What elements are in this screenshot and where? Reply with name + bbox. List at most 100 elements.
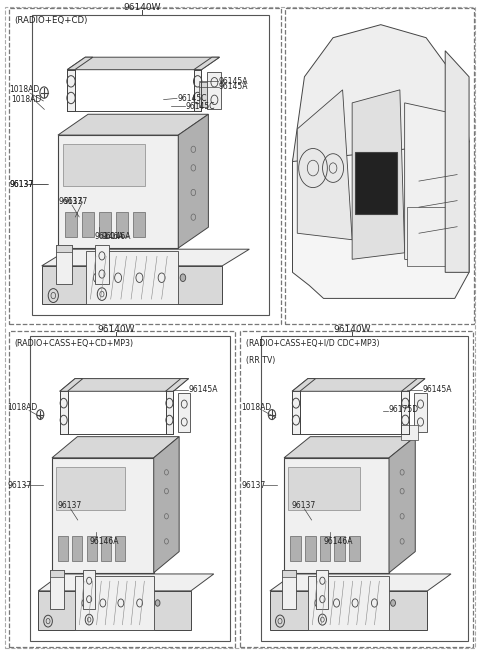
- Polygon shape: [401, 391, 409, 434]
- Polygon shape: [270, 574, 451, 591]
- Bar: [282, 570, 296, 577]
- Polygon shape: [284, 437, 415, 458]
- Text: 1018AD: 1018AD: [11, 95, 41, 104]
- Polygon shape: [166, 391, 173, 434]
- Polygon shape: [67, 69, 75, 111]
- Polygon shape: [38, 591, 191, 630]
- Circle shape: [180, 274, 186, 282]
- Bar: [56, 467, 125, 510]
- Polygon shape: [194, 69, 202, 111]
- Bar: [9, 9, 281, 324]
- Text: 1018AD: 1018AD: [8, 403, 38, 412]
- Text: 96145C: 96145C: [185, 102, 215, 111]
- Text: 96146A: 96146A: [95, 232, 124, 241]
- Bar: [50, 570, 64, 577]
- Bar: [33, 15, 269, 314]
- Bar: [240, 331, 473, 647]
- Polygon shape: [292, 379, 316, 391]
- Text: (RADIO+EQ+CD): (RADIO+EQ+CD): [14, 16, 88, 25]
- Polygon shape: [297, 90, 352, 240]
- Text: (RADIO+CASS+EQ+I/D CDC+MP3): (RADIO+CASS+EQ+I/D CDC+MP3): [246, 339, 379, 348]
- Text: 1018AD: 1018AD: [9, 85, 39, 94]
- Text: 1018AD: 1018AD: [241, 403, 272, 412]
- Bar: [58, 536, 68, 561]
- Bar: [179, 394, 190, 432]
- Text: 96140W: 96140W: [123, 3, 161, 12]
- Bar: [99, 212, 111, 236]
- Text: 96145A: 96145A: [423, 385, 452, 394]
- Bar: [56, 245, 72, 284]
- Bar: [84, 570, 95, 609]
- Bar: [101, 536, 111, 561]
- Polygon shape: [292, 77, 469, 299]
- Polygon shape: [405, 103, 464, 266]
- Bar: [52, 458, 154, 572]
- Text: (RADIO+CASS+EQ+CD+MP3): (RADIO+CASS+EQ+CD+MP3): [14, 339, 133, 348]
- Bar: [414, 394, 427, 432]
- Text: 96146A: 96146A: [324, 537, 353, 546]
- Bar: [50, 570, 64, 609]
- Bar: [9, 331, 235, 647]
- Bar: [316, 570, 328, 609]
- Circle shape: [156, 600, 160, 606]
- Polygon shape: [38, 574, 214, 591]
- Text: 96137: 96137: [8, 481, 32, 490]
- Text: 96146A: 96146A: [102, 232, 131, 241]
- Polygon shape: [352, 90, 405, 259]
- Text: 96145A: 96145A: [218, 77, 248, 86]
- Bar: [86, 251, 178, 305]
- Text: 96145C: 96145C: [178, 94, 207, 103]
- Bar: [262, 335, 468, 641]
- Polygon shape: [67, 57, 219, 69]
- Text: 96137: 96137: [10, 180, 34, 189]
- Bar: [407, 207, 464, 266]
- Polygon shape: [154, 437, 179, 572]
- Bar: [95, 245, 109, 284]
- Text: 96140W: 96140W: [334, 324, 371, 333]
- Polygon shape: [445, 50, 469, 272]
- Bar: [56, 245, 72, 252]
- Polygon shape: [52, 437, 179, 458]
- Text: (RR TV): (RR TV): [246, 356, 275, 365]
- Polygon shape: [389, 437, 415, 572]
- Polygon shape: [60, 391, 68, 434]
- Circle shape: [391, 600, 396, 607]
- Bar: [284, 458, 389, 572]
- Text: 96146A: 96146A: [90, 537, 119, 546]
- Bar: [116, 212, 128, 236]
- Polygon shape: [166, 379, 189, 391]
- Text: 96137: 96137: [59, 197, 83, 206]
- Bar: [30, 335, 230, 641]
- Text: 96137: 96137: [58, 500, 82, 510]
- Bar: [207, 72, 221, 109]
- Text: 96145A: 96145A: [218, 82, 248, 91]
- Bar: [115, 536, 125, 561]
- Bar: [75, 576, 154, 630]
- Bar: [86, 536, 97, 561]
- Text: 96140W: 96140W: [97, 324, 135, 333]
- Polygon shape: [292, 391, 300, 434]
- Bar: [65, 212, 77, 236]
- Polygon shape: [194, 57, 219, 69]
- Polygon shape: [401, 379, 425, 391]
- Polygon shape: [292, 379, 425, 391]
- Bar: [285, 9, 474, 324]
- Polygon shape: [270, 591, 427, 630]
- Polygon shape: [292, 25, 469, 162]
- Bar: [58, 135, 178, 248]
- Bar: [308, 576, 389, 630]
- Text: 96145A: 96145A: [189, 385, 218, 394]
- Polygon shape: [60, 379, 83, 391]
- Bar: [355, 152, 397, 214]
- Bar: [282, 570, 296, 609]
- Bar: [199, 82, 213, 107]
- Bar: [320, 536, 330, 561]
- Bar: [288, 467, 360, 510]
- Polygon shape: [60, 379, 189, 391]
- Text: 96137: 96137: [9, 180, 33, 189]
- Bar: [305, 536, 315, 561]
- Text: 96175D: 96175D: [389, 405, 419, 414]
- Text: 96137: 96137: [63, 197, 88, 206]
- Bar: [290, 536, 301, 561]
- Polygon shape: [42, 249, 249, 266]
